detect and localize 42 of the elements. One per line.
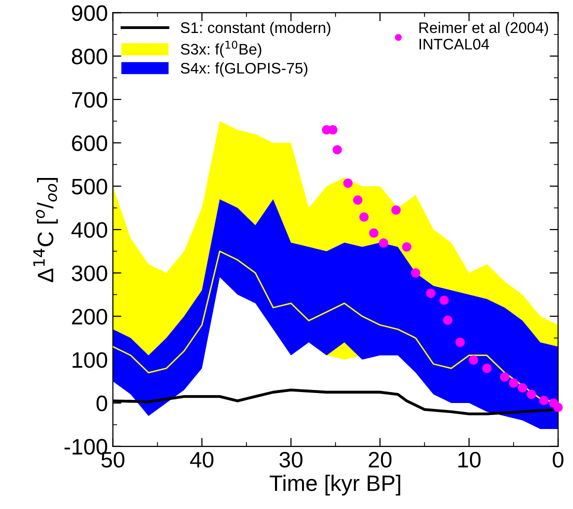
y-tick-label: 500 [72,178,108,194]
point [402,242,412,252]
point [359,212,369,222]
point [553,402,563,412]
x-tick-label: 30 [279,452,302,468]
point [343,178,353,188]
x-axis-title: Time [kyr BP] [270,474,400,496]
y-tick-label: 600 [72,135,108,152]
y-tick-label: 0 [96,396,108,412]
point [332,145,342,154]
y-tick-label: 800 [72,48,108,64]
legend-label: S1: constant (modern) [180,22,330,36]
y-tick-label: 100 [72,352,108,368]
point [443,316,452,325]
point [426,288,436,298]
point [539,396,549,406]
point [439,296,449,305]
legend-label: S4x: f(GLOPIS-75) [180,62,308,77]
y-tick-label: 700 [72,92,108,108]
point [378,238,388,248]
y-tick-label: 200 [72,308,108,325]
point [455,338,465,347]
legend-label: Reimer et al (2004) INTCAL04 [419,22,548,50]
point [518,383,528,393]
y-tick-label: 300 [72,265,108,282]
x-tick-label: 40 [190,452,214,468]
point [391,205,401,215]
point [410,268,420,278]
legend-label: S3x: f($^{10}$Be) [180,40,262,58]
point [369,228,378,238]
x-tick-label: 20 [368,452,392,468]
point [468,355,478,365]
point [508,378,518,388]
y-tick-label: 900 [72,5,108,21]
point [353,195,362,205]
x-tick-label: 0 [552,452,564,468]
point [500,372,510,382]
x-tick-label: 10 [458,452,481,468]
y-axis-title: Δ$^{14}$C [$^{o}$/$_{oo}$] [33,178,58,282]
point [526,390,536,400]
point [482,364,492,373]
y-tick-label: 400 [71,222,108,238]
